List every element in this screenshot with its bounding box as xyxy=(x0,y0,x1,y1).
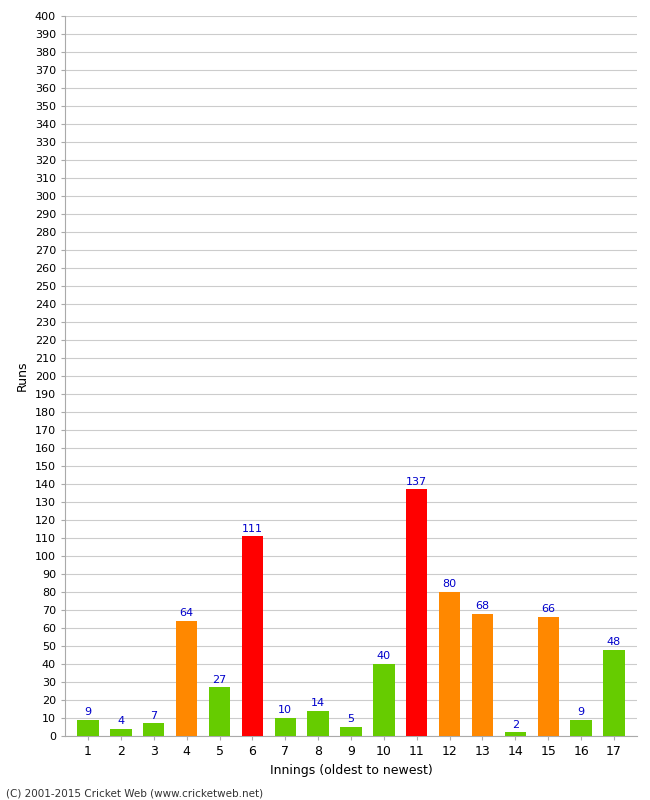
Text: 9: 9 xyxy=(84,707,92,717)
Bar xyxy=(603,650,625,736)
Text: 10: 10 xyxy=(278,706,292,715)
Y-axis label: Runs: Runs xyxy=(16,361,29,391)
Text: 80: 80 xyxy=(443,579,457,590)
Bar xyxy=(472,614,493,736)
Bar xyxy=(504,733,526,736)
Bar xyxy=(143,723,164,736)
Bar xyxy=(571,720,592,736)
Text: 137: 137 xyxy=(406,477,427,486)
Text: 68: 68 xyxy=(475,601,489,611)
Bar xyxy=(274,718,296,736)
Bar xyxy=(209,687,230,736)
Text: 4: 4 xyxy=(117,716,124,726)
Bar xyxy=(341,727,361,736)
X-axis label: Innings (oldest to newest): Innings (oldest to newest) xyxy=(270,763,432,777)
Text: 40: 40 xyxy=(377,651,391,662)
Text: 27: 27 xyxy=(213,674,227,685)
Text: 111: 111 xyxy=(242,523,263,534)
Bar xyxy=(373,664,395,736)
Bar xyxy=(406,490,428,736)
Text: 7: 7 xyxy=(150,710,157,721)
Bar xyxy=(77,720,99,736)
Text: 14: 14 xyxy=(311,698,325,708)
Text: 9: 9 xyxy=(578,707,585,717)
Text: 5: 5 xyxy=(348,714,354,724)
Bar xyxy=(538,618,559,736)
Text: 66: 66 xyxy=(541,605,555,614)
Text: 2: 2 xyxy=(512,720,519,730)
Text: 48: 48 xyxy=(607,637,621,647)
Text: 64: 64 xyxy=(179,608,194,618)
Bar xyxy=(111,729,131,736)
Bar xyxy=(242,536,263,736)
Text: (C) 2001-2015 Cricket Web (www.cricketweb.net): (C) 2001-2015 Cricket Web (www.cricketwe… xyxy=(6,788,264,798)
Bar xyxy=(439,592,460,736)
Bar xyxy=(176,621,198,736)
Bar xyxy=(307,711,329,736)
